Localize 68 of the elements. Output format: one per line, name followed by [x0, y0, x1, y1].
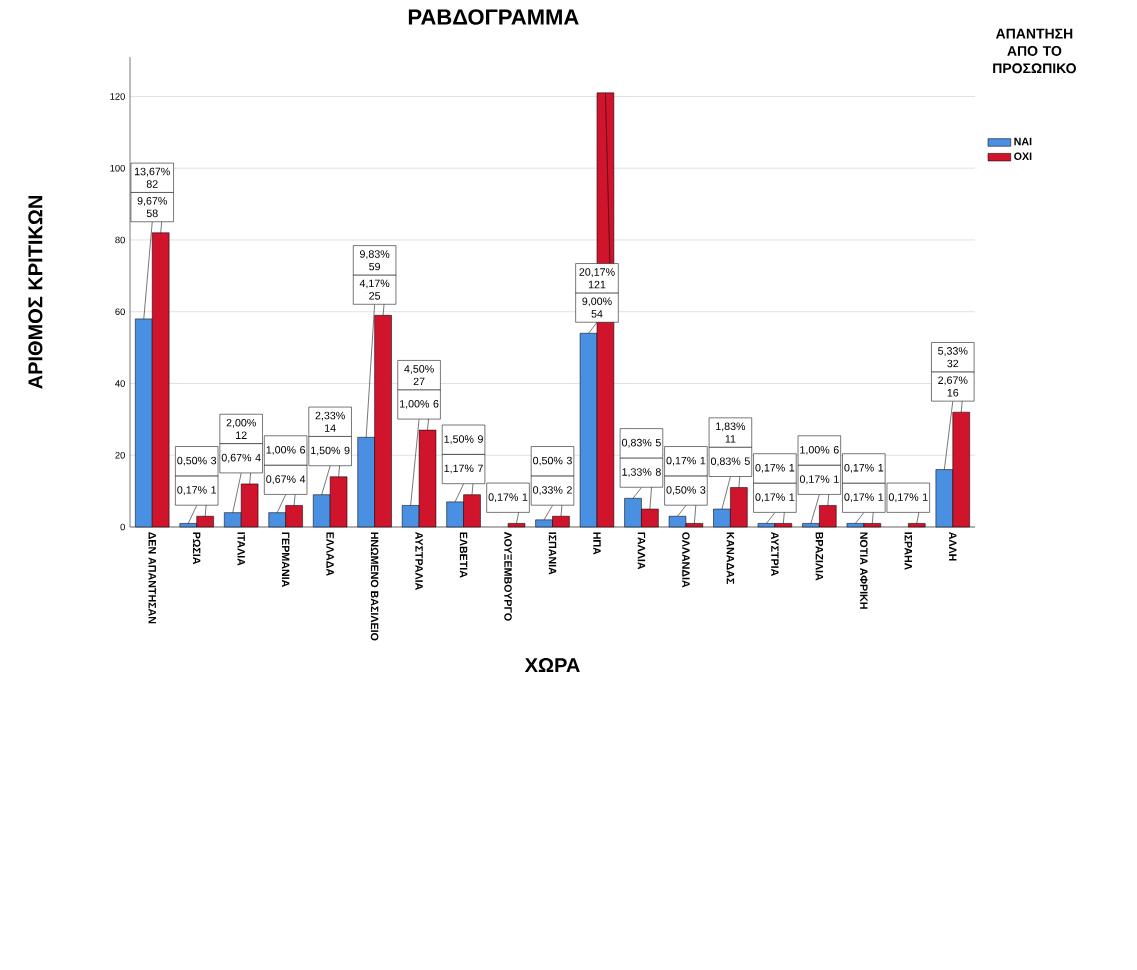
- data-label: 1,33% 8: [622, 468, 661, 477]
- x-tick-label: ΓΑΛΛΙΑ: [637, 532, 646, 570]
- data-label: 1,50% 9: [311, 446, 350, 456]
- x-tick-label: ΕΛΛΑΔΑ: [326, 532, 334, 576]
- x-tick-label: ΙΣΠΑΝΙΑ: [548, 532, 557, 575]
- x-tick-label: ΔΕΝ ΑΠΑΝΤΗΣΑΝ: [148, 532, 156, 624]
- x-tick-label: ΑΥΣΤΡΑΛΙΑ: [415, 531, 423, 590]
- data-label: 2,67% 16: [938, 376, 968, 397]
- legend-label: ΟΧΙ: [1014, 152, 1032, 161]
- data-label: 1,83% 11: [716, 422, 746, 443]
- data-label: 0,83% 5: [710, 457, 750, 467]
- data-label: 0,83% 5: [622, 438, 661, 448]
- x-axis-title: ΧΩΡΑ: [524, 658, 580, 673]
- data-label: 0,17% 1: [888, 493, 928, 503]
- data-label: 0,17% 1: [666, 456, 706, 466]
- data-label: 4,17% 25: [359, 279, 390, 300]
- chart-title: ΡΑΒΔΟΓΡΑΜΜΑ: [408, 9, 579, 25]
- x-tick-label: ΟΛΛΑΝΔΙΑ: [682, 532, 690, 588]
- data-label: 0,17% 1: [844, 493, 884, 503]
- x-tick-label: ΙΣΡΑΗΛ: [904, 532, 912, 570]
- x-tick-label: ΓΕΡΜΑΝΙΑ: [281, 532, 290, 588]
- data-label: 1,00% 6: [400, 400, 439, 409]
- x-tick-label: ΡΩΣΙΑ: [192, 532, 201, 565]
- y-tick-label: 100: [110, 164, 125, 172]
- data-label: 0,33% 2: [533, 486, 572, 495]
- y-tick-label: 0: [120, 523, 125, 531]
- data-label: 0,17% 1: [488, 493, 528, 503]
- data-label: 9,00% 54: [582, 297, 612, 318]
- y-tick-label: 40: [115, 380, 125, 387]
- x-tick-label: ΝΟΤΙΑ ΑΦΡΙΚΗ: [860, 532, 868, 609]
- data-label: 0,17% 1: [177, 486, 217, 495]
- data-label: 4,50% 27: [404, 365, 434, 386]
- data-label: 0,50% 3: [177, 456, 217, 466]
- data-label: 5,33% 32: [938, 347, 968, 368]
- data-label: 0,67% 4: [266, 475, 306, 485]
- data-label: 9,67% 58: [137, 197, 167, 218]
- data-label: 9,83% 59: [359, 250, 390, 271]
- data-label: 0,50% 3: [533, 456, 572, 466]
- y-tick-label: 20: [115, 451, 125, 459]
- x-tick-label: ΑΛΛΗ: [949, 531, 957, 561]
- data-label: 13,67% 82: [134, 167, 170, 188]
- data-label: 2,33% 14: [315, 411, 345, 432]
- x-tick-label: ΒΡΑΖΙΛΙΑ: [815, 532, 824, 581]
- data-label: 1,50% 9: [444, 435, 483, 445]
- data-label: 1,00% 6: [800, 446, 839, 455]
- data-label: 0,17% 1: [844, 463, 884, 473]
- data-label: 1,00% 6: [266, 446, 306, 455]
- data-label: 0,17% 1: [799, 475, 839, 485]
- x-tick-label: ΚΑΝΑΔΑΣ: [726, 532, 735, 584]
- data-label: 1,17% 7: [444, 464, 483, 474]
- data-label: 0,17% 1: [755, 493, 795, 503]
- y-tick-label: 80: [115, 236, 125, 244]
- data-label: 20,17% 121: [579, 268, 615, 289]
- y-tick-label: 120: [110, 93, 125, 100]
- legend-title: ΑΠΑΝΤΗΣΗ ΑΠΟ ΤΟ ΠΡΟΣΩΠΙΚΟ: [993, 28, 1076, 74]
- x-tick-label: ΙΤΑΛΙΑ: [237, 532, 245, 566]
- data-label: 2,00% 12: [226, 418, 256, 439]
- x-tick-label: ΑΥΣΤΡΙΑ: [771, 531, 779, 576]
- x-tick-label: ΛΟΥΞΕΜΒΟΥΡΓΟ: [504, 531, 512, 621]
- x-tick-label: ΕΛΒΕΤΙΑ: [459, 532, 468, 578]
- y-tick-label: 60: [115, 308, 125, 316]
- data-label: 0,67% 4: [221, 453, 261, 463]
- x-tick-label: ΗΠΑ: [593, 532, 601, 555]
- data-label: 0,17% 1: [755, 463, 795, 473]
- x-tick-label: ΗΝΩΜΕΝΟ ΒΑΣΙΛΕΙΟ: [370, 532, 379, 641]
- legend-label: ΝΑΙ: [1014, 137, 1032, 146]
- data-label: 0,50% 3: [666, 486, 706, 495]
- y-axis-title: ΑΡΙΘΜΟΣ ΚΡΙΤΙΚΩΝ: [28, 196, 43, 389]
